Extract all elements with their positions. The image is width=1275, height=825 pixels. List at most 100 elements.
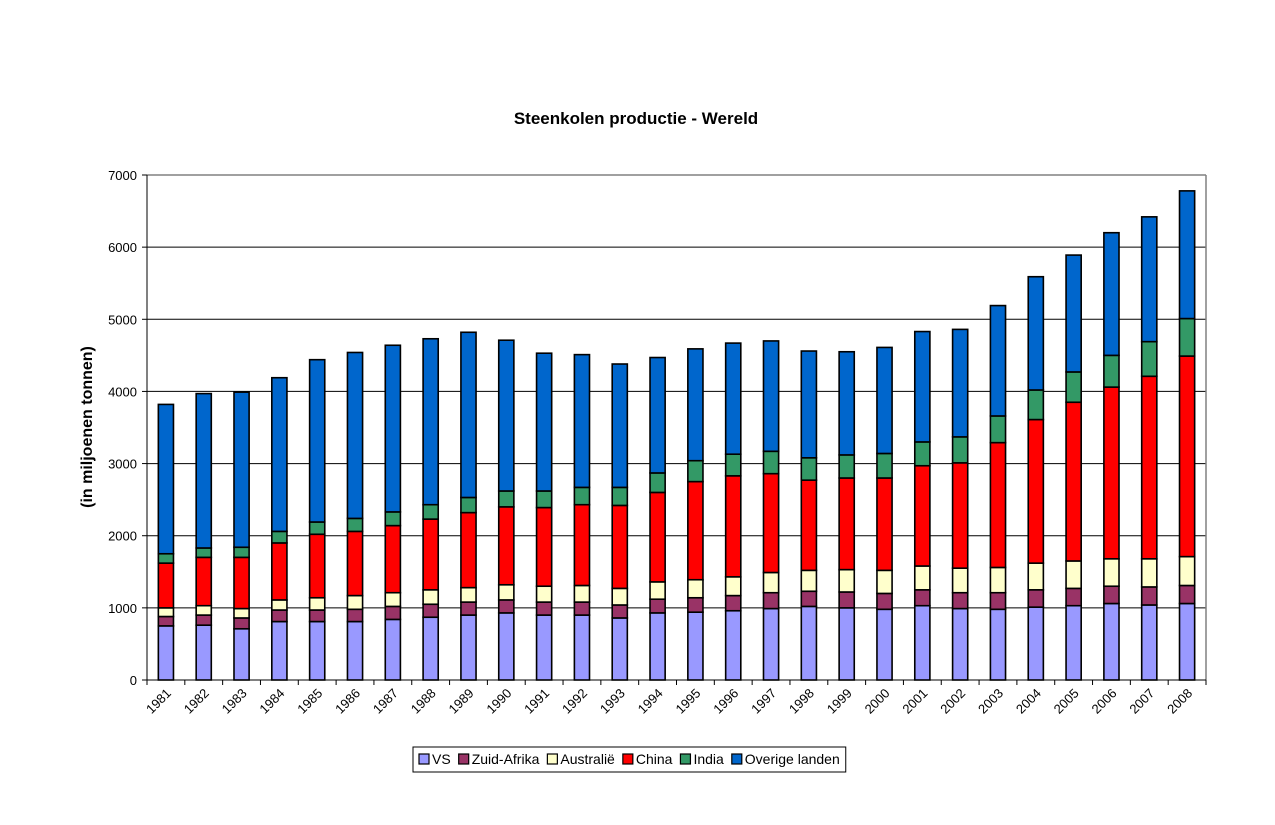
bar-australi--2008 [1178, 555, 1196, 587]
bar-vs-2006 [1103, 602, 1120, 681]
bar-zuid-afrika-1985 [308, 609, 326, 623]
bar-china-2006 [1103, 386, 1120, 560]
bar-overige-landen-1988 [422, 337, 440, 506]
bar-india-1983 [233, 546, 250, 559]
bar-stack-2003 [989, 304, 1007, 681]
bar-china-1981 [157, 562, 175, 609]
bar-vs-1993 [611, 617, 629, 681]
bar-india-1997 [762, 450, 780, 475]
bar-australi--1990 [497, 583, 515, 601]
bar-vs-1997 [762, 607, 780, 681]
x-tick-label: 2008 [1164, 686, 1195, 717]
legend-label: Zuid-Afrika [472, 751, 540, 767]
bar-india-1998 [800, 456, 818, 481]
bar-stack-2000 [876, 346, 893, 681]
x-tick-label: 2001 [899, 686, 930, 717]
y-tick-label: 5000 [108, 312, 137, 327]
bar-india-1991 [535, 490, 553, 509]
x-tick-label: 2004 [1013, 686, 1044, 717]
bar-china-1995 [687, 480, 704, 581]
bar-vs-2000 [876, 608, 893, 681]
bar-india-2005 [1065, 371, 1082, 404]
bar-vs-1991 [535, 614, 553, 681]
bar-australi--1981 [157, 607, 175, 618]
bar-india-1987 [384, 511, 402, 527]
bar-overige-landen-2007 [1140, 216, 1158, 343]
bar-overige-landen-1983 [233, 391, 250, 549]
bar-zuid-afrika-1988 [422, 603, 440, 619]
bar-vs-1985 [308, 620, 326, 681]
legend-label: VS [432, 751, 451, 767]
bar-stack-1993 [611, 363, 629, 681]
bar-overige-landen-1987 [384, 344, 402, 513]
bar-india-2008 [1178, 317, 1196, 357]
bar-overige-landen-1986 [346, 351, 364, 520]
bar-australi--2002 [951, 567, 969, 594]
bar-overige-landen-2002 [951, 328, 969, 438]
legend-item-zuid-afrika: Zuid-Afrika [458, 751, 540, 767]
bar-vs-2007 [1140, 604, 1158, 681]
bar-stack-1989 [460, 331, 477, 681]
x-tick-label: 1984 [256, 686, 287, 717]
bar-india-1996 [724, 453, 742, 477]
x-tick-label: 1995 [672, 686, 703, 717]
bar-zuid-afrika-2003 [989, 591, 1007, 611]
y-tick-label: 3000 [108, 457, 137, 472]
bar-zuid-afrika-1990 [497, 599, 515, 614]
y-tick-label: 2000 [108, 529, 137, 544]
bar-zuid-afrika-1995 [687, 596, 704, 613]
bar-china-1982 [195, 556, 213, 607]
bar-overige-landen-1993 [611, 363, 629, 489]
bar-vs-1996 [724, 609, 742, 681]
bar-vs-1987 [384, 618, 402, 681]
x-tick-label: 1990 [483, 686, 514, 717]
bar-china-1998 [800, 479, 818, 572]
x-tick-label: 1991 [521, 686, 552, 717]
x-tick-label: 1982 [181, 686, 212, 717]
x-tick-label: 2007 [1126, 686, 1157, 717]
bar-australi--2005 [1065, 560, 1082, 590]
bar-vs-2001 [913, 604, 931, 681]
legend: VS Zuid-Afrika Australië China India Overige … [412, 746, 847, 773]
bar-stack-1987 [384, 344, 402, 681]
bar-vs-1999 [838, 607, 856, 681]
bar-australi--2007 [1140, 557, 1158, 588]
bar-vs-2002 [951, 607, 969, 681]
bar-india-1990 [497, 490, 515, 508]
bar-stack-1992 [573, 353, 591, 681]
bar-australi--1992 [573, 584, 591, 603]
bar-india-1993 [611, 486, 629, 507]
bar-stack-1991 [535, 352, 553, 681]
x-tick-label: 1999 [824, 686, 855, 717]
bar-china-2008 [1178, 355, 1196, 558]
bar-vs-2004 [1027, 606, 1045, 681]
bar-stack-1998 [800, 350, 818, 681]
bar-china-1999 [838, 477, 856, 571]
bar-overige-landen-1996 [724, 342, 742, 455]
bar-zuid-afrika-2001 [913, 589, 931, 607]
bar-overige-landen-2000 [876, 346, 893, 455]
bar-overige-landen-1997 [762, 340, 780, 453]
y-tick-label: 7000 [108, 168, 137, 183]
bar-china-2000 [876, 477, 893, 572]
bar-india-1982 [195, 547, 213, 559]
bar-india-1989 [460, 496, 477, 514]
y-tick-label: 4000 [108, 384, 137, 399]
bar-zuid-afrika-1981 [157, 615, 175, 627]
bar-zuid-afrika-2008 [1178, 584, 1196, 605]
bar-australi--1986 [346, 594, 364, 611]
bar-vs-1983 [233, 627, 250, 681]
bar-zuid-afrika-2002 [951, 591, 969, 610]
bar-zuid-afrika-1992 [573, 601, 591, 616]
bar-india-1992 [573, 486, 591, 506]
bar-vs-1998 [800, 605, 818, 681]
bar-china-2007 [1140, 375, 1158, 560]
bar-india-2001 [913, 441, 931, 467]
legend-item-india: India [679, 751, 724, 767]
bar-zuid-afrika-1986 [346, 608, 364, 623]
bar-overige-landen-1991 [535, 352, 553, 492]
bar-china-1996 [724, 475, 742, 578]
bar-zuid-afrika-1989 [460, 601, 477, 616]
legend-item-vs: VS [418, 751, 451, 767]
